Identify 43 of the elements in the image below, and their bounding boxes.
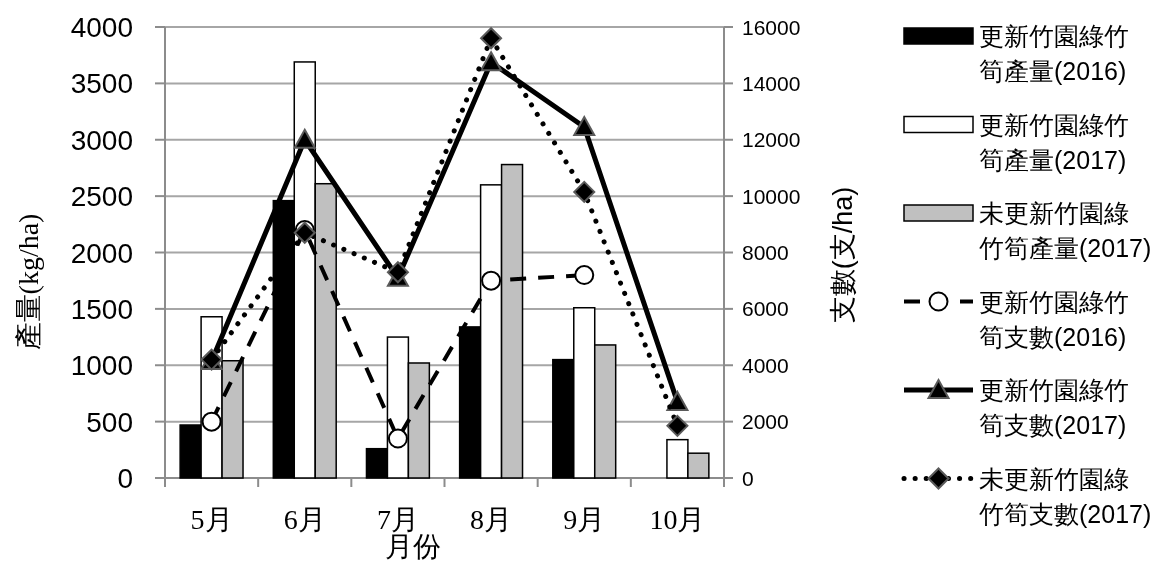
y-tick-label: 2500 (70, 181, 133, 213)
x-tick-label: 5月 (190, 504, 233, 535)
legend-label: 更新竹園綠竹筍產量(2017) (979, 110, 1129, 174)
point (480, 27, 503, 50)
point (387, 428, 408, 449)
legend-label: 未更新竹園綠竹筍支數(2017) (979, 464, 1152, 528)
point (574, 265, 595, 286)
y-tick-label: 1000 (70, 350, 133, 382)
x-tick-label: 9月 (563, 504, 606, 535)
legend-label: 未更新竹園綠竹筍產量(2017) (979, 199, 1152, 262)
point (201, 411, 222, 432)
legend-label: 更新竹園綠竹筍支數(2017) (979, 376, 1129, 439)
y2-tick-label: 16000 (742, 15, 801, 39)
point (573, 116, 596, 137)
y2-axis-title: 支數(支/ha) (828, 186, 858, 324)
y-tick-label: 0 (117, 463, 133, 494)
y2-tick-label: 4000 (742, 353, 789, 377)
point (386, 261, 409, 284)
point (666, 390, 689, 411)
y-tick-label: 3500 (70, 68, 133, 100)
x-tick-label: 10月 (649, 504, 706, 535)
y2-tick-label: 10000 (742, 184, 801, 208)
point (573, 180, 596, 203)
point (293, 128, 316, 149)
y2-tick-label: 14000 (742, 71, 801, 95)
point (480, 51, 503, 72)
y-tick-label: 3000 (70, 124, 133, 156)
legend-label: 更新竹園綠竹筍支數(2016) (979, 287, 1129, 351)
point (481, 270, 502, 291)
legend-label: 更新竹園綠竹筍產量(2016) (979, 22, 1129, 85)
x-tick-label: 8月 (470, 504, 513, 535)
y-tick-label: 2000 (70, 237, 133, 269)
y2-tick-label: 6000 (742, 297, 789, 321)
y-tick-label: 4000 (70, 12, 133, 43)
y2-tick-label: 8000 (742, 241, 789, 264)
y2-tick-label: 12000 (742, 128, 801, 152)
y-tick-label: 500 (86, 406, 133, 438)
y-tick-label: 1500 (70, 293, 133, 325)
y-axis-title: 產量(kg/ha) (13, 213, 44, 351)
point (666, 414, 689, 437)
y2-tick-label: 0 (742, 466, 754, 490)
x-tick-label: 6月 (283, 504, 326, 535)
y2-tick-label: 2000 (742, 410, 789, 434)
